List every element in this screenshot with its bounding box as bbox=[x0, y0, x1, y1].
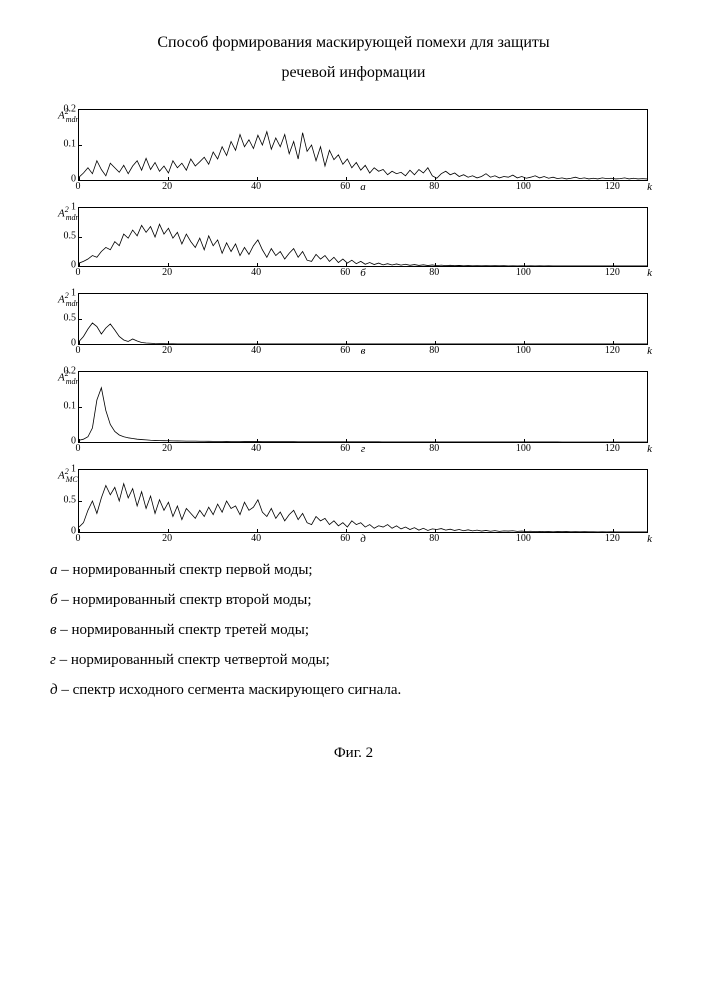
x-tick-label: 0 bbox=[76, 267, 81, 278]
x-axis-label: k bbox=[647, 443, 652, 455]
panel-letter: б bbox=[360, 267, 366, 279]
x-tick-label: 80 bbox=[429, 443, 439, 454]
x-tick-label: 20 bbox=[162, 345, 172, 356]
plot-area bbox=[78, 109, 648, 181]
x-tick-label: 100 bbox=[516, 267, 531, 278]
y-tick-label: 1 bbox=[71, 201, 76, 212]
x-tick-label: 0 bbox=[76, 443, 81, 454]
title-line-2: речевой информации bbox=[282, 64, 426, 81]
x-tick-label: 120 bbox=[605, 533, 620, 544]
y-tick-label: 0.5 bbox=[64, 230, 77, 241]
x-tick-label: 100 bbox=[516, 533, 531, 544]
x-tick-label: 80 bbox=[429, 267, 439, 278]
y-tick-label: 0.5 bbox=[64, 312, 77, 323]
x-tick-label: 120 bbox=[605, 345, 620, 356]
legend-text: – нормированный спектр первой моды; bbox=[58, 562, 313, 578]
legend-row: д – спектр исходного сегмента маскирующе… bbox=[50, 675, 657, 705]
x-tick-label: 60 bbox=[340, 533, 350, 544]
legend-text: – нормированный спектр четвертой моды; bbox=[56, 652, 330, 668]
chart-panel-d: A2MC(k)00.51020406080100120kд bbox=[50, 469, 657, 547]
x-tick-label: 100 bbox=[516, 181, 531, 192]
x-tick-label: 20 bbox=[162, 443, 172, 454]
x-axis-label: k bbox=[647, 345, 652, 357]
x-tick-label: 40 bbox=[251, 443, 261, 454]
legend-letter: б bbox=[50, 592, 58, 608]
chart-panel-b: A2mdnorm2(k)00.51020406080100120kб bbox=[50, 207, 657, 281]
charts-container: A2mdnorm1(k)00.10.2020406080100120kаA2md… bbox=[50, 109, 657, 547]
x-tick-label: 40 bbox=[251, 533, 261, 544]
x-tick-label: 120 bbox=[605, 267, 620, 278]
legend: а – нормированный спектр первой моды;б –… bbox=[50, 555, 657, 705]
x-tick-label: 40 bbox=[251, 267, 261, 278]
x-tick-label: 40 bbox=[251, 345, 261, 356]
page: { "title": { "line1": "Способ формирован… bbox=[0, 0, 707, 1000]
spectrum-line bbox=[79, 388, 647, 442]
figure-label: Фиг. 2 bbox=[50, 745, 657, 762]
spectrum-line bbox=[79, 483, 647, 531]
x-tick-label: 60 bbox=[340, 267, 350, 278]
y-tick-label: 1 bbox=[71, 287, 76, 298]
x-tick-label: 0 bbox=[76, 181, 81, 192]
plot-area bbox=[78, 293, 648, 345]
x-tick-label: 100 bbox=[516, 443, 531, 454]
x-tick-label: 80 bbox=[429, 533, 439, 544]
spectrum-line bbox=[79, 323, 647, 344]
spectrum-line bbox=[79, 224, 647, 266]
x-tick-label: 120 bbox=[605, 181, 620, 192]
document-title: Способ формирования маскирующей помехи д… bbox=[50, 28, 657, 89]
y-tick-label: 0.1 bbox=[64, 138, 77, 149]
panel-letter: д bbox=[360, 533, 366, 545]
spectrum-line bbox=[79, 131, 647, 178]
y-tick-label: 1 bbox=[71, 463, 76, 474]
x-axis-label: k bbox=[647, 533, 652, 545]
legend-row: г – нормированный спектр четвертой моды; bbox=[50, 645, 657, 675]
y-tick-label: 0.1 bbox=[64, 400, 77, 411]
x-tick-label: 20 bbox=[162, 181, 172, 192]
legend-letter: д bbox=[50, 682, 58, 698]
y-tick-label: 0.2 bbox=[64, 365, 77, 376]
plot-area bbox=[78, 469, 648, 533]
y-tick-label: 0.5 bbox=[64, 494, 77, 505]
legend-text: – спектр исходного сегмента маскирующего… bbox=[58, 682, 402, 698]
chart-panel-v: A2mdnorm3(k)00.51020406080100120kв bbox=[50, 293, 657, 359]
x-tick-label: 120 bbox=[605, 443, 620, 454]
panel-letter: а bbox=[360, 181, 366, 193]
chart-panel-a: A2mdnorm1(k)00.10.2020406080100120kа bbox=[50, 109, 657, 195]
legend-text: – нормированный спектр третей моды; bbox=[57, 622, 310, 638]
x-tick-label: 80 bbox=[429, 345, 439, 356]
x-tick-label: 20 bbox=[162, 267, 172, 278]
x-tick-label: 60 bbox=[340, 181, 350, 192]
x-axis-label: k bbox=[647, 267, 652, 279]
title-line-1: Способ формирования маскирующей помехи д… bbox=[157, 34, 549, 51]
legend-text: – нормированный спектр второй моды; bbox=[58, 592, 312, 608]
x-tick-label: 60 bbox=[340, 443, 350, 454]
x-tick-label: 100 bbox=[516, 345, 531, 356]
x-tick-label: 0 bbox=[76, 533, 81, 544]
legend-row: а – нормированный спектр первой моды; bbox=[50, 555, 657, 585]
x-tick-label: 40 bbox=[251, 181, 261, 192]
x-tick-label: 20 bbox=[162, 533, 172, 544]
x-tick-label: 80 bbox=[429, 181, 439, 192]
panel-letter: в bbox=[361, 345, 366, 357]
x-axis-label: k bbox=[647, 181, 652, 193]
x-tick-label: 60 bbox=[340, 345, 350, 356]
legend-letter: а bbox=[50, 562, 58, 578]
plot-area bbox=[78, 371, 648, 443]
legend-row: б – нормированный спектр второй моды; bbox=[50, 585, 657, 615]
chart-panel-g: A2mdnorm4(k)00.10.2020406080100120kг bbox=[50, 371, 657, 457]
plot-area bbox=[78, 207, 648, 267]
legend-row: в – нормированный спектр третей моды; bbox=[50, 615, 657, 645]
x-tick-label: 0 bbox=[76, 345, 81, 356]
y-tick-label: 0.2 bbox=[64, 103, 77, 114]
panel-letter: г bbox=[361, 443, 365, 455]
